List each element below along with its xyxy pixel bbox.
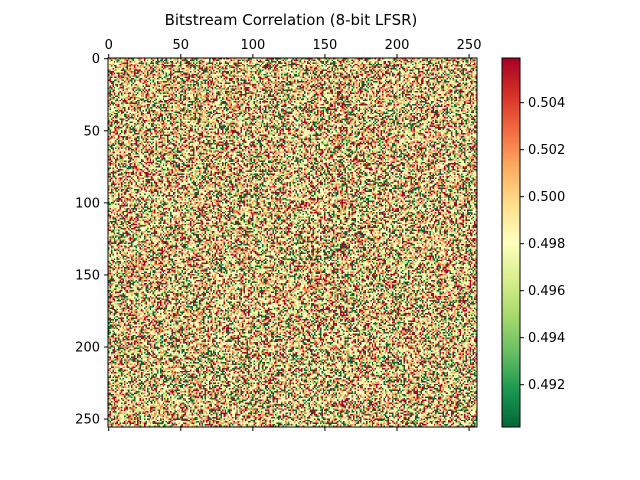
- colorbar-tick-label: 0.500: [528, 190, 565, 205]
- y-axis-left: 0 50 100 150 200 250: [75, 52, 108, 428]
- x-tick-label: 100: [240, 38, 265, 53]
- colorbar-tick-label: 0.494: [528, 331, 565, 346]
- colorbar: 0.492 0.494 0.496 0.498 0.500 0.502 0.504: [501, 57, 565, 428]
- y-tick-label: 200: [75, 341, 100, 356]
- y-tick-label: 50: [83, 124, 100, 139]
- colorbar-tick-label: 0.498: [528, 237, 565, 252]
- plot-frame: [107, 57, 478, 428]
- heatmap-plot-area: [107, 57, 478, 428]
- x-tick-label: 0: [105, 38, 113, 53]
- y-tick-label: 250: [75, 413, 100, 428]
- y-tick-label: 0: [92, 52, 100, 67]
- y-tick-label: 100: [75, 196, 100, 211]
- x-tick-label: 200: [385, 38, 410, 53]
- x-tick-label: 150: [313, 38, 338, 53]
- x-tick-label: 50: [173, 38, 190, 53]
- colorbar-tick-label: 0.502: [528, 143, 565, 158]
- colorbar-tick-label: 0.492: [528, 378, 565, 393]
- y-tick-label: 150: [75, 268, 100, 283]
- x-axis-top: 0 50 100 150 200 250: [105, 38, 482, 431]
- x-tick-label: 250: [457, 38, 482, 53]
- heatmap-cells: [108, 58, 477, 427]
- colorbar-gradient: [501, 57, 521, 428]
- colorbar-tick-label: 0.504: [528, 96, 565, 111]
- colorbar-tick-label: 0.496: [528, 284, 565, 299]
- chart-title: Bitstream Correlation (8-bit LFSR): [165, 11, 418, 29]
